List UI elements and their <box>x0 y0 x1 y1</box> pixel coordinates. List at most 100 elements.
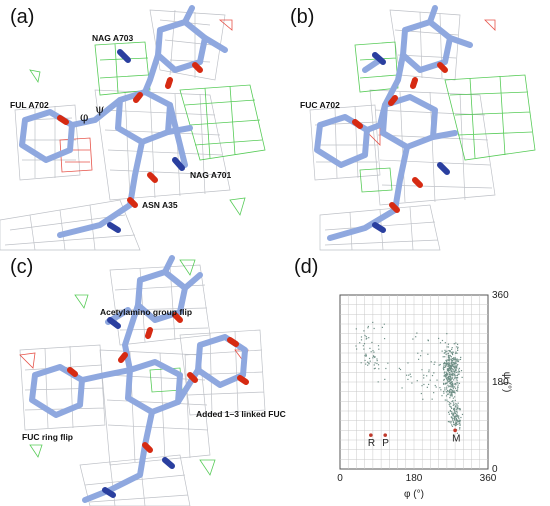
scatter-point <box>451 390 453 392</box>
scatter-point <box>456 377 459 379</box>
scatter-point <box>423 374 425 376</box>
scatter-point <box>360 339 363 341</box>
scatter-point <box>459 409 461 411</box>
scatter-point <box>454 409 456 411</box>
label-phi: φ <box>80 110 89 124</box>
scatter-point <box>445 360 448 362</box>
scatter-point <box>454 405 457 407</box>
scatter-point <box>447 380 449 382</box>
scatter-point <box>450 403 452 405</box>
scatter-point <box>455 360 457 362</box>
scatter-point <box>429 379 431 381</box>
scatter-point <box>455 363 457 365</box>
scatter-point <box>456 404 458 406</box>
scatter-point <box>364 359 366 362</box>
scatter-point <box>407 378 409 381</box>
scatter-point <box>377 364 380 366</box>
scatter-point <box>359 342 361 344</box>
plot-grid <box>340 295 488 469</box>
scatter-point <box>451 371 453 373</box>
scatter-point <box>449 410 451 412</box>
scatter-point <box>453 357 455 360</box>
scatter-point <box>457 371 459 373</box>
scatter-point <box>454 419 456 421</box>
marked-point-label: M <box>452 433 460 444</box>
scatter-point <box>449 364 451 366</box>
scatter-point <box>447 377 449 379</box>
scatter-point <box>456 419 458 421</box>
scatter-point <box>421 385 423 387</box>
scatter-point <box>452 373 454 376</box>
scatter-point <box>447 421 450 423</box>
scatter-point <box>454 357 457 359</box>
scatter-point <box>451 347 453 349</box>
scatter-point <box>452 385 454 387</box>
scatter-point <box>452 421 455 424</box>
scatter-point <box>450 365 452 367</box>
label-acetylamino-group-flip: Acetylamino group flip <box>100 307 193 317</box>
scatter-point <box>450 366 452 368</box>
scatter-point <box>365 353 367 355</box>
scatter-point <box>458 382 461 384</box>
scatter-point <box>446 391 448 393</box>
scatter-point <box>454 358 457 360</box>
scatter-point <box>456 414 459 417</box>
scatter-point <box>383 337 386 340</box>
scatter-point <box>452 420 454 422</box>
scatter-point <box>439 387 441 389</box>
scatter-point <box>449 402 451 404</box>
scatter-point <box>449 385 451 387</box>
scatter-point <box>451 357 453 360</box>
scatter-point <box>451 411 453 413</box>
scatter-point <box>454 377 456 379</box>
scatter-point <box>455 362 457 364</box>
nitrogen-atoms <box>102 317 175 498</box>
scatter-point <box>447 373 449 375</box>
scatter-point <box>448 363 450 365</box>
scatter-point <box>457 360 460 362</box>
scatter-point <box>455 422 458 424</box>
scatter-point <box>421 369 423 371</box>
scatter-point <box>445 364 447 367</box>
scatter-point <box>368 357 371 360</box>
scatter-point <box>460 370 463 372</box>
scatter-point <box>458 415 460 417</box>
positive-density <box>29 41 266 216</box>
scatter-point <box>364 355 366 357</box>
scatter-point <box>447 359 449 361</box>
scatter-point <box>438 364 440 366</box>
scatter-point <box>453 343 455 345</box>
scatter-point <box>455 369 458 371</box>
scatter-point <box>445 371 447 373</box>
scatter-point <box>453 423 455 426</box>
scatter-point <box>376 362 378 365</box>
scatter-point <box>457 423 459 425</box>
scatter-point <box>456 367 458 369</box>
scatter-point <box>458 420 460 423</box>
scatter-point <box>441 395 443 397</box>
scatter-point <box>368 362 370 364</box>
scatter-point <box>451 412 453 414</box>
scatter-point <box>368 337 370 339</box>
scatter-point <box>455 366 458 369</box>
scatter-point <box>365 363 367 365</box>
scatter-point <box>398 367 400 369</box>
nitrogen-atoms <box>107 49 185 233</box>
scatter-point <box>452 402 455 404</box>
scatter-point <box>448 365 450 367</box>
scatter-point <box>455 422 457 425</box>
scatter-point <box>452 365 454 367</box>
scatter-point <box>369 347 371 349</box>
scatter-point <box>447 346 450 348</box>
scatter-point <box>423 377 425 379</box>
scatter-point <box>456 410 458 412</box>
scatter-point <box>453 379 455 381</box>
panel-label: (d) <box>294 256 319 278</box>
scatter-point <box>416 380 418 382</box>
scatter-point <box>451 364 454 366</box>
panel-b: (b) FUC A702 <box>280 0 550 251</box>
scatter-point <box>455 406 457 408</box>
scatter-point <box>362 345 364 347</box>
scatter-point <box>373 368 375 370</box>
